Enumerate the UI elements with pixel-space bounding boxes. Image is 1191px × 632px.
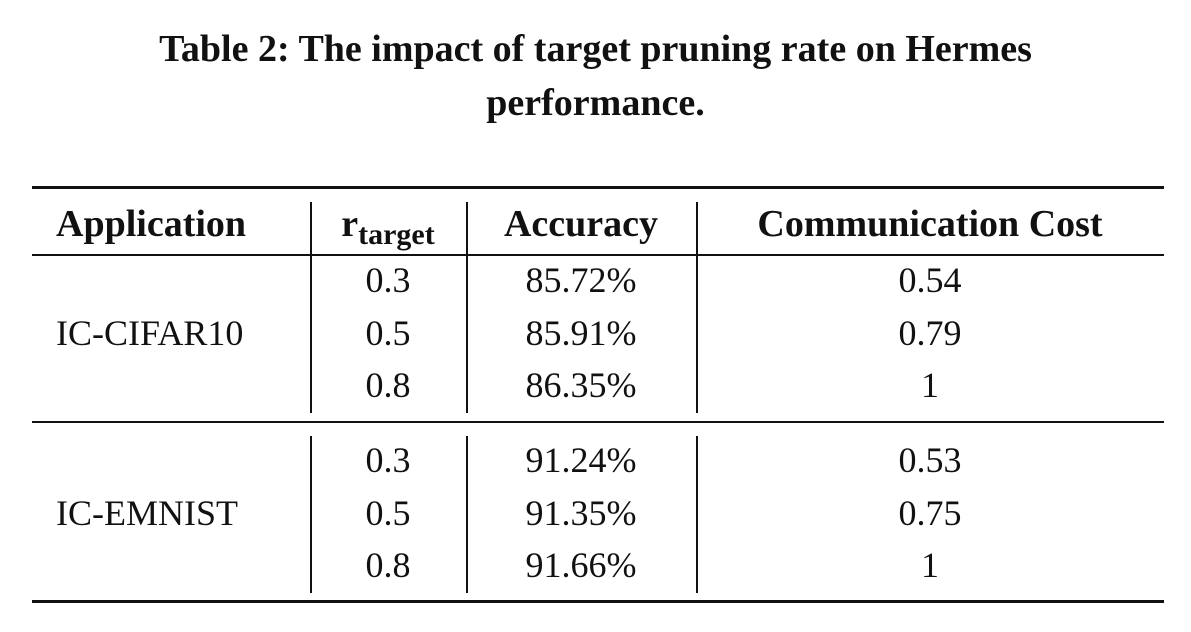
table-cell-r: 0.8 bbox=[365, 545, 411, 585]
vrule-group2-3 bbox=[696, 436, 698, 593]
vrule-group2-1 bbox=[310, 436, 312, 593]
header-r-base: r bbox=[341, 203, 359, 245]
vrule-group1-3 bbox=[696, 256, 698, 413]
table-caption: Table 2: The impact of target pruning ra… bbox=[0, 22, 1191, 130]
table-cell-cost: 0.75 bbox=[898, 493, 962, 533]
group-separator-rule bbox=[32, 421, 1164, 423]
table-cell-accuracy: 91.24% bbox=[525, 440, 637, 480]
group-application-cifar10: IC-CIFAR10 bbox=[56, 313, 244, 353]
table-cell-accuracy: 85.72% bbox=[525, 260, 637, 300]
header-application: Application bbox=[56, 203, 247, 245]
table-cell-r: 0.3 bbox=[365, 260, 411, 300]
header-r-target: rtarget bbox=[341, 203, 435, 251]
table-cell-r: 0.5 bbox=[365, 313, 411, 353]
results-table: Application rtarget Accuracy Communicati… bbox=[32, 186, 1164, 604]
vrule-header-2 bbox=[466, 202, 468, 254]
caption-line-2: performance. bbox=[486, 82, 705, 124]
vrule-header-1 bbox=[310, 202, 312, 254]
table-cell-cost: 0.79 bbox=[898, 313, 962, 353]
top-rule bbox=[32, 186, 1164, 189]
header-communication-cost: Communication Cost bbox=[757, 203, 1103, 245]
bottom-rule bbox=[32, 600, 1164, 603]
table-cell-accuracy: 91.66% bbox=[525, 545, 637, 585]
table-cell-accuracy: 86.35% bbox=[525, 365, 637, 405]
table-cell-r: 0.5 bbox=[365, 493, 411, 533]
table-cell-r: 0.8 bbox=[365, 365, 411, 405]
header-rule bbox=[32, 254, 1164, 256]
table-cell-cost: 1 bbox=[921, 365, 939, 405]
vrule-group1-2 bbox=[466, 256, 468, 413]
vrule-group1-1 bbox=[310, 256, 312, 413]
group-application-emnist: IC-EMNIST bbox=[56, 493, 238, 533]
header-accuracy: Accuracy bbox=[503, 203, 659, 245]
table-cell-accuracy: 85.91% bbox=[525, 313, 637, 353]
table-cell-r: 0.3 bbox=[365, 440, 411, 480]
header-r-subscript: target bbox=[358, 218, 435, 251]
table-cell-cost: 0.54 bbox=[898, 260, 962, 300]
table-cell-cost: 1 bbox=[921, 545, 939, 585]
table-cell-cost: 0.53 bbox=[898, 440, 962, 480]
vrule-group2-2 bbox=[466, 436, 468, 593]
caption-line-1: Table 2: The impact of target pruning ra… bbox=[159, 28, 1032, 70]
table-cell-accuracy: 91.35% bbox=[525, 493, 637, 533]
vrule-header-3 bbox=[696, 202, 698, 254]
